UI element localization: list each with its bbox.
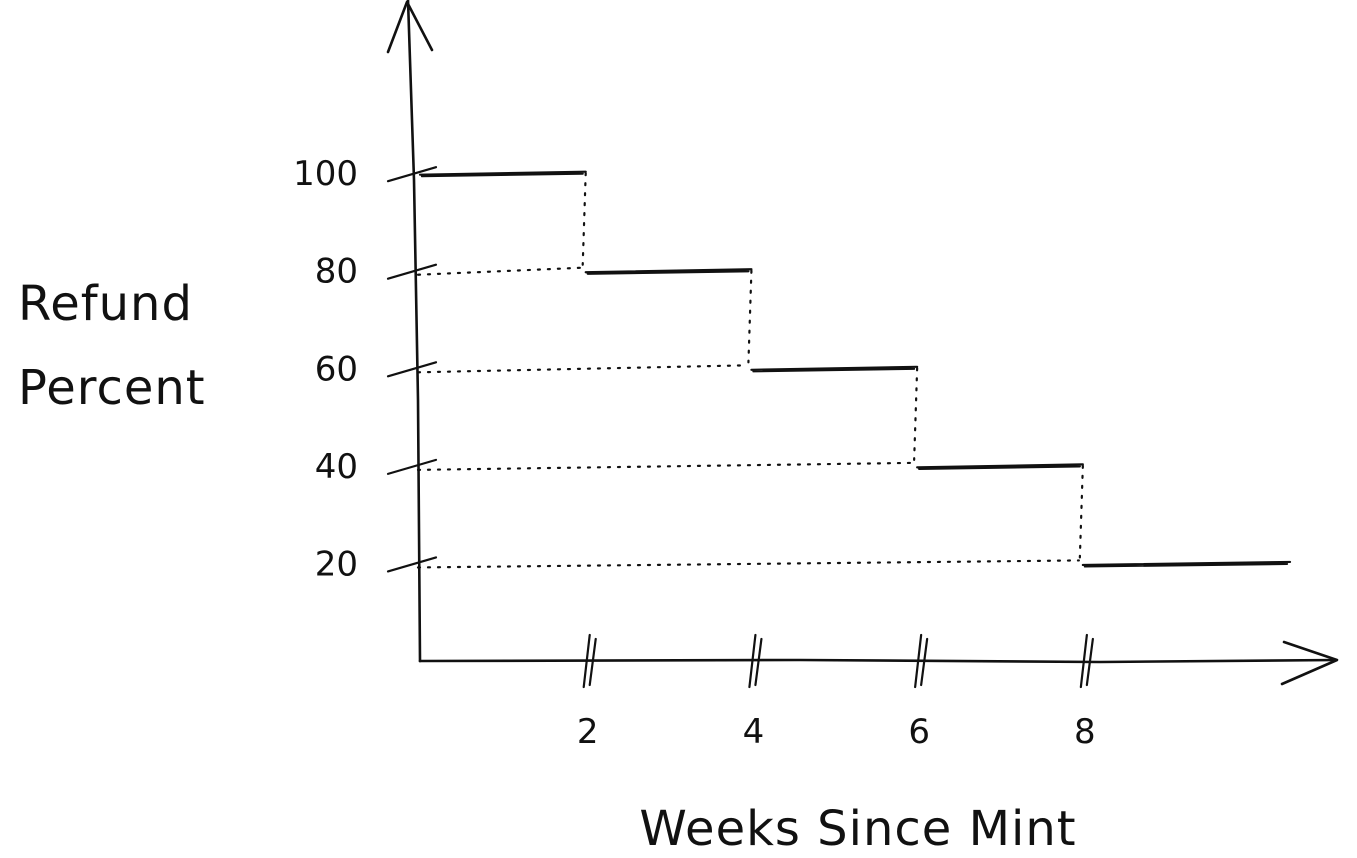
y-axis-line — [406, 0, 422, 663]
y-tick-mark-80 — [386, 263, 438, 280]
y-tick-label-40: 40 — [315, 447, 358, 487]
guide-lines — [416, 172, 1084, 569]
y-tick-label-20: 20 — [315, 544, 358, 584]
x-axis-line — [418, 658, 1338, 664]
y-axis-arrowhead — [386, 0, 434, 54]
step-segment-4 — [1081, 560, 1292, 568]
step-segment-0 — [418, 170, 587, 178]
guide-to-step-4 — [416, 559, 1080, 569]
x-tick-label-8: 8 — [1074, 712, 1096, 752]
step-segment-2 — [750, 365, 919, 373]
axis-titles: Refund Percent Weeks Since Mint — [18, 276, 1076, 857]
step-lines — [418, 170, 1292, 568]
step-drop-0 — [581, 172, 587, 266]
y-axis-title-line-1: Refund — [18, 276, 193, 332]
y-tick-label-80: 80 — [315, 252, 358, 292]
y-ticks: 100 80 60 40 20 — [293, 154, 438, 584]
guide-to-step-3 — [416, 461, 915, 471]
y-tick-mark-20 — [386, 556, 438, 573]
step-drop-1 — [747, 269, 753, 364]
x-tick-mark-8 — [1079, 633, 1094, 689]
x-tick-label-2: 2 — [577, 712, 599, 752]
step-segment-3 — [916, 463, 1084, 470]
x-tick-label-4: 4 — [743, 712, 765, 752]
x-tick-mark-4 — [748, 633, 763, 689]
x-tick-mark-2 — [582, 633, 597, 689]
step-drop-3 — [1078, 464, 1084, 559]
y-tick-label-60: 60 — [315, 349, 358, 389]
x-axis-arrowhead — [1280, 640, 1339, 686]
y-tick-mark-60 — [386, 361, 438, 378]
y-axis-title-line-2: Percent — [18, 360, 206, 416]
guide-to-step-2 — [416, 364, 749, 374]
x-axis-title: Weeks Since Mint — [639, 801, 1076, 857]
x-tick-label-6: 6 — [908, 712, 930, 752]
x-tick-mark-6 — [914, 633, 929, 689]
y-tick-label-100: 100 — [293, 154, 358, 194]
guide-to-step-1 — [416, 266, 583, 276]
x-ticks: 2 4 6 8 — [577, 633, 1096, 752]
step-drop-2 — [913, 367, 919, 461]
axes — [386, 0, 1339, 686]
y-tick-mark-40 — [386, 458, 438, 475]
y-tick-mark-100 — [386, 166, 438, 183]
step-segment-1 — [584, 268, 753, 275]
